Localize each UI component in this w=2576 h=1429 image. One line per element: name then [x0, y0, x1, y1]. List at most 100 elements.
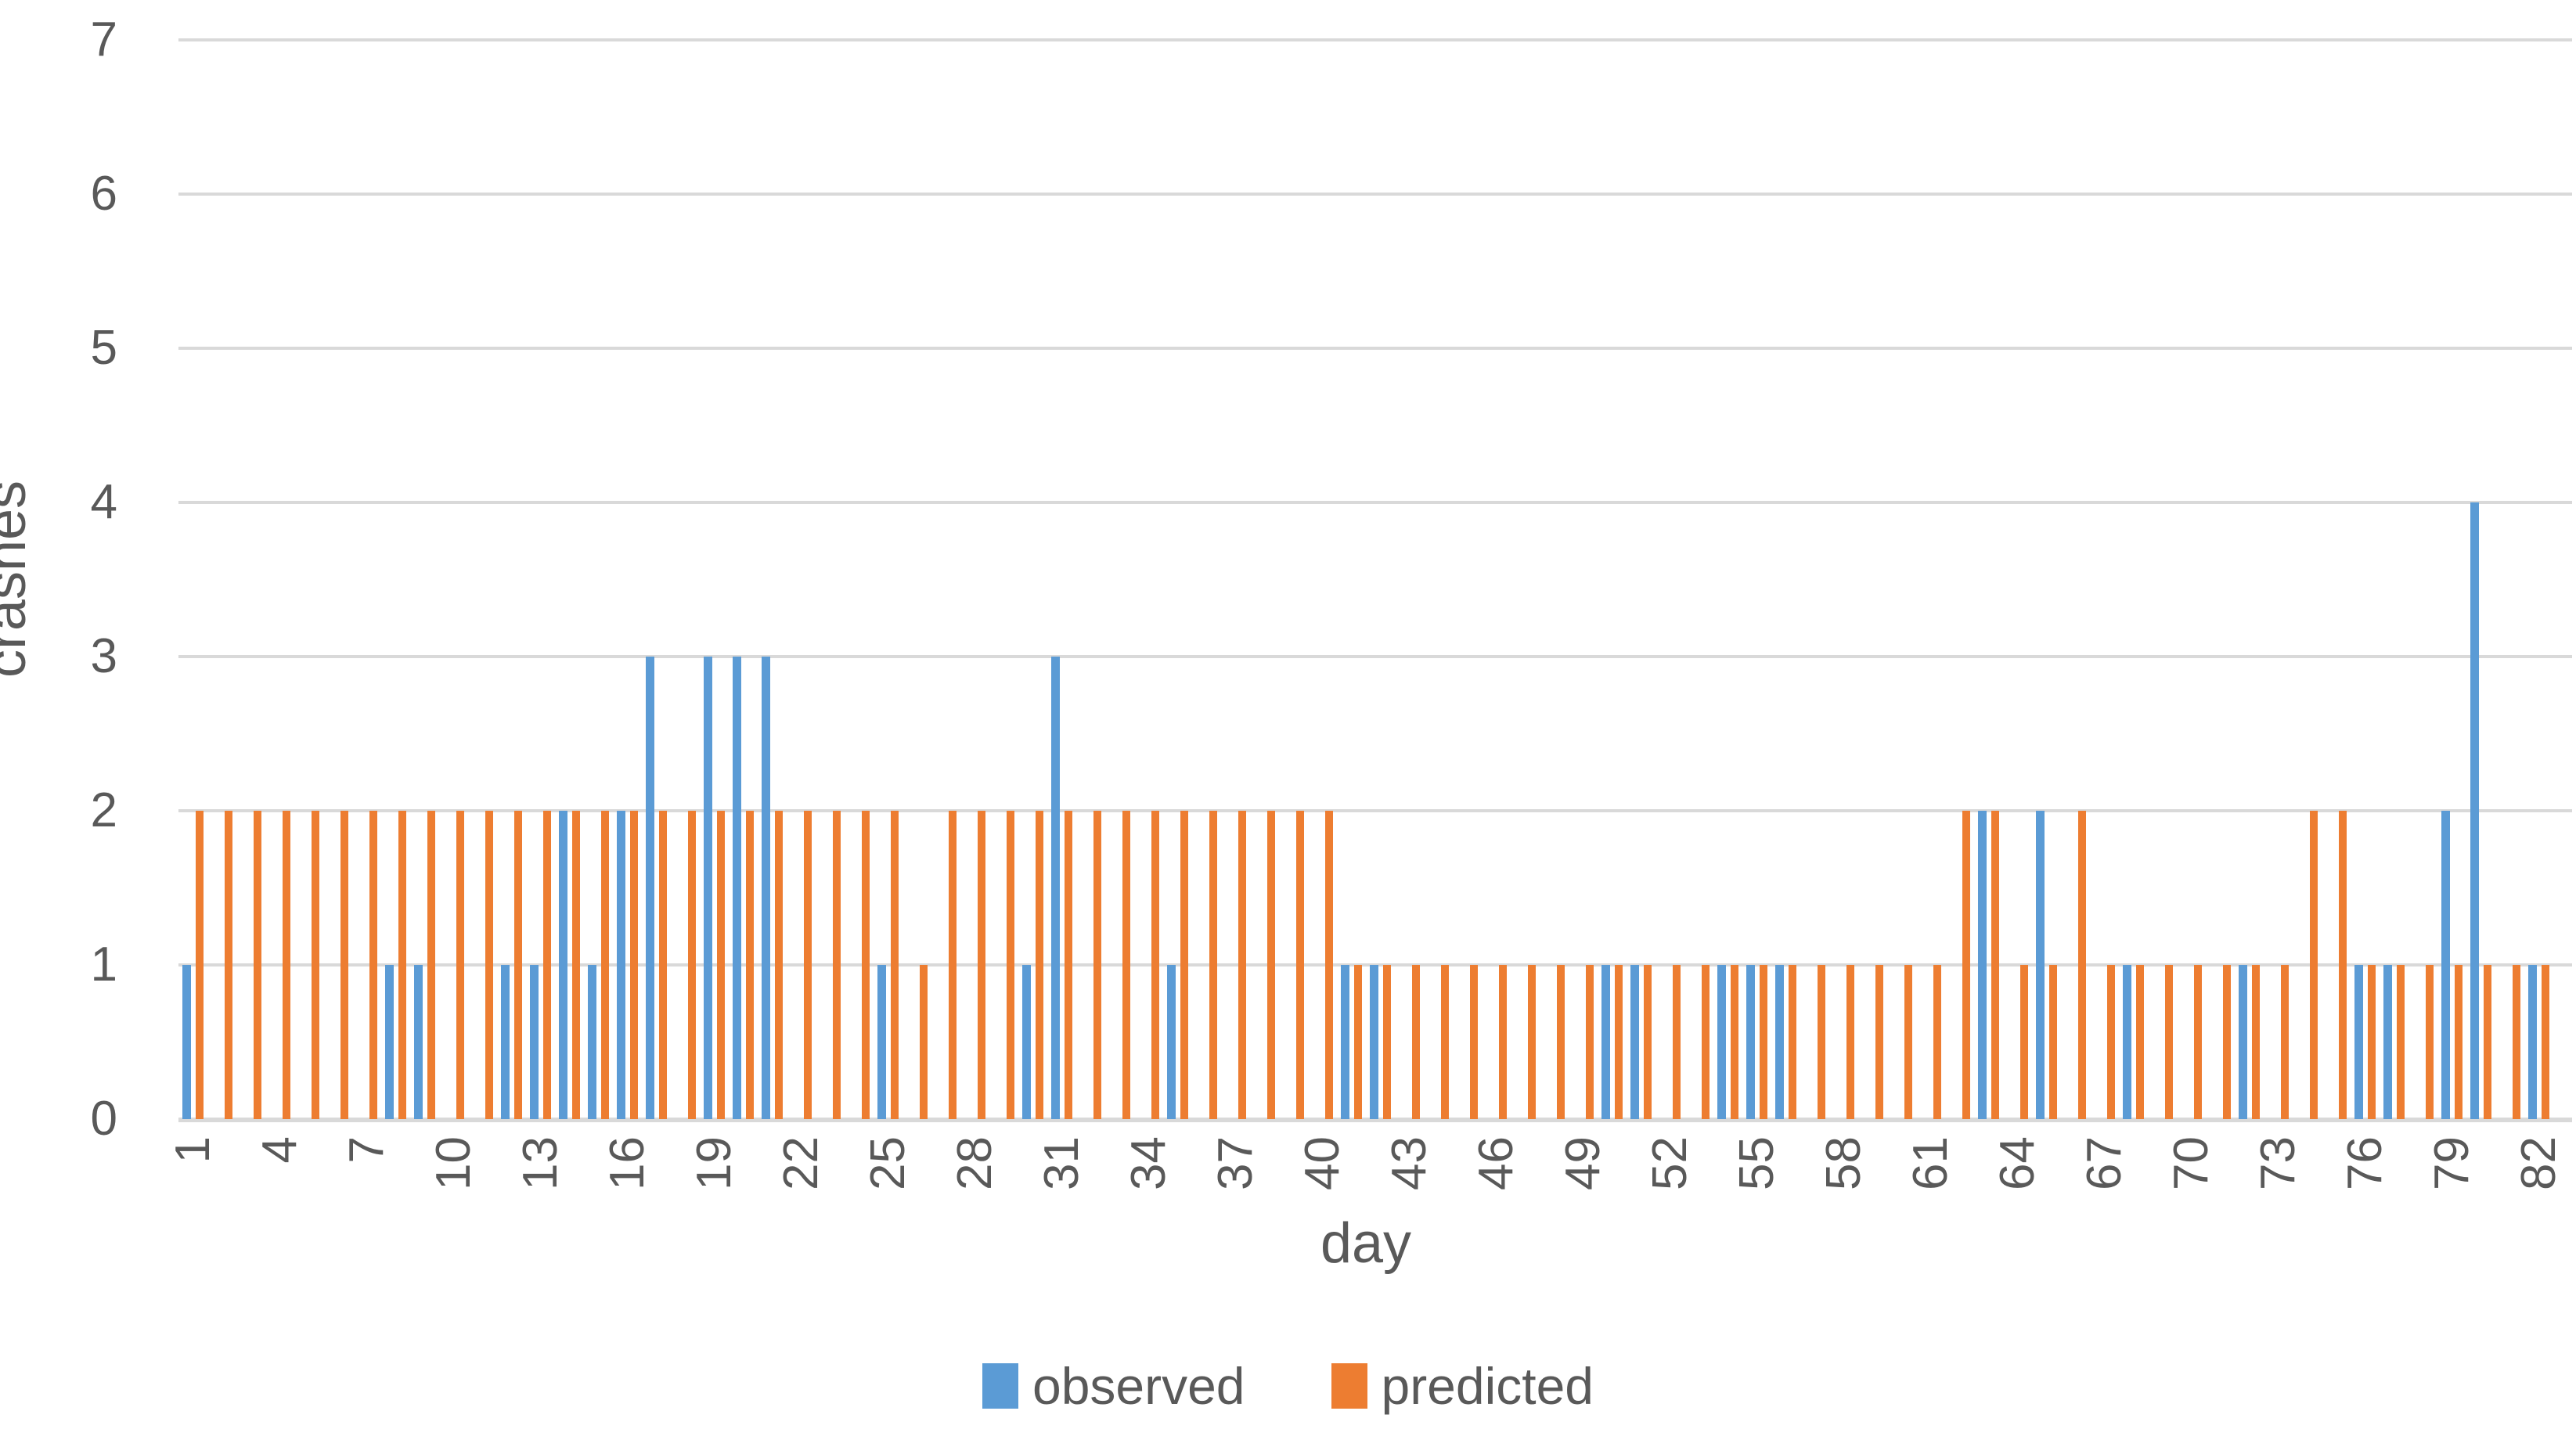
observed-swatch-icon [982, 1363, 1018, 1409]
bar-observed-day-41 [1341, 965, 1349, 1119]
bar-observed-day-80 [2470, 502, 2479, 1119]
bar-predicted-day-70 [2193, 965, 2202, 1119]
bar-predicted-day-76 [2367, 965, 2376, 1119]
bar-predicted-day-77 [2396, 965, 2405, 1119]
bar-predicted-day-69 [2164, 965, 2173, 1119]
bar-predicted-day-21 [774, 811, 783, 1119]
bar-predicted-day-48 [1556, 965, 1565, 1119]
y-tick-label: 1 [90, 938, 117, 992]
bar-predicted-day-37 [1238, 811, 1246, 1119]
bar-predicted-day-63 [1991, 811, 1999, 1119]
bar-predicted-day-9 [427, 811, 435, 1119]
bar-observed-day-65 [2036, 811, 2045, 1119]
bar-observed-day-15 [588, 965, 596, 1119]
bar-predicted-day-11 [485, 811, 493, 1119]
legend-item-predicted: predicted [1331, 1360, 1594, 1412]
bar-predicted-day-24 [861, 811, 870, 1119]
bar-predicted-day-8 [398, 811, 406, 1119]
bar-predicted-day-36 [1209, 811, 1217, 1119]
bar-predicted-day-40 [1324, 811, 1333, 1119]
bar-predicted-day-71 [2222, 965, 2231, 1119]
bar-predicted-day-59 [1875, 965, 1883, 1119]
bar-predicted-day-32 [1093, 811, 1101, 1119]
bar-observed-day-82 [2528, 965, 2537, 1119]
bar-predicted-day-13 [542, 811, 551, 1119]
bar-predicted-day-44 [1440, 965, 1449, 1119]
y-tick-label: 5 [90, 321, 117, 375]
bar-predicted-day-50 [1614, 965, 1623, 1119]
y-gridline [178, 38, 2572, 41]
bar-observed-day-54 [1717, 965, 1726, 1119]
bar-predicted-day-58 [1846, 965, 1854, 1119]
bar-observed-day-13 [530, 965, 539, 1119]
bar-predicted-day-6 [340, 811, 348, 1119]
bar-predicted-day-26 [919, 965, 928, 1119]
bar-predicted-day-4 [282, 811, 290, 1119]
bar-predicted-day-49 [1585, 965, 1594, 1119]
y-gridline [178, 655, 2572, 658]
bar-predicted-day-56 [1788, 965, 1796, 1119]
bar-observed-day-20 [733, 657, 741, 1119]
bar-predicted-day-72 [2251, 965, 2260, 1119]
bar-predicted-day-51 [1643, 965, 1652, 1119]
bar-observed-day-21 [762, 657, 770, 1119]
bar-observed-day-16 [617, 811, 625, 1119]
bar-predicted-day-81 [2512, 965, 2520, 1119]
bar-predicted-day-17 [658, 811, 667, 1119]
bar-predicted-day-67 [2106, 965, 2115, 1119]
y-tick-label: 7 [90, 13, 117, 67]
bar-predicted-day-23 [832, 811, 841, 1119]
bar-observed-day-14 [559, 811, 567, 1119]
bar-predicted-day-15 [600, 811, 609, 1119]
bar-predicted-day-25 [890, 811, 899, 1119]
bar-predicted-day-57 [1817, 965, 1825, 1119]
bar-observed-day-8 [385, 965, 394, 1119]
bar-predicted-day-60 [1904, 965, 1912, 1119]
bar-observed-day-31 [1051, 657, 1060, 1119]
bar-predicted-day-20 [745, 811, 754, 1119]
bar-predicted-day-74 [2309, 811, 2318, 1119]
y-gridline [178, 193, 2572, 196]
bar-predicted-day-28 [977, 811, 985, 1119]
bar-predicted-day-82 [2541, 965, 2549, 1119]
bar-predicted-day-39 [1295, 811, 1304, 1119]
bar-observed-day-77 [2383, 965, 2392, 1119]
bar-predicted-day-29 [1006, 811, 1014, 1119]
y-gridline [178, 501, 2572, 504]
bar-predicted-day-10 [456, 811, 464, 1119]
bar-predicted-day-18 [687, 811, 696, 1119]
bar-predicted-day-5 [311, 811, 319, 1119]
bar-predicted-day-30 [1035, 811, 1043, 1119]
bar-predicted-day-16 [629, 811, 638, 1119]
bar-predicted-day-55 [1759, 965, 1767, 1119]
bar-predicted-day-1 [195, 811, 204, 1119]
bar-observed-day-50 [1601, 965, 1610, 1119]
bar-predicted-day-38 [1266, 811, 1275, 1119]
bar-observed-day-9 [414, 965, 423, 1119]
bar-predicted-day-14 [571, 811, 580, 1119]
bar-observed-day-76 [2354, 965, 2363, 1119]
bar-observed-day-19 [704, 657, 712, 1119]
bar-observed-day-25 [877, 965, 886, 1119]
bar-predicted-day-27 [948, 811, 957, 1119]
bar-observed-day-56 [1775, 965, 1784, 1119]
bar-predicted-day-35 [1180, 811, 1188, 1119]
bar-predicted-day-31 [1064, 811, 1072, 1119]
bar-predicted-day-79 [2454, 965, 2463, 1119]
legend: observed predicted [0, 1360, 2576, 1412]
bar-observed-day-79 [2441, 811, 2450, 1119]
bar-predicted-day-64 [2019, 965, 2028, 1119]
y-tick-label: 0 [90, 1092, 117, 1146]
y-tick-label: 6 [90, 167, 117, 221]
legend-label-predicted: predicted [1381, 1357, 1594, 1415]
bar-predicted-day-2 [224, 811, 232, 1119]
legend-label-observed: observed [1032, 1357, 1245, 1415]
bar-predicted-day-80 [2483, 965, 2491, 1119]
bar-predicted-day-22 [803, 811, 812, 1119]
x-axis-line [178, 1118, 2572, 1122]
bar-predicted-day-62 [1962, 811, 1970, 1119]
bar-observed-day-30 [1022, 965, 1031, 1119]
bar-observed-day-63 [1978, 811, 1987, 1119]
y-axis-title-text: crashes [0, 480, 38, 679]
